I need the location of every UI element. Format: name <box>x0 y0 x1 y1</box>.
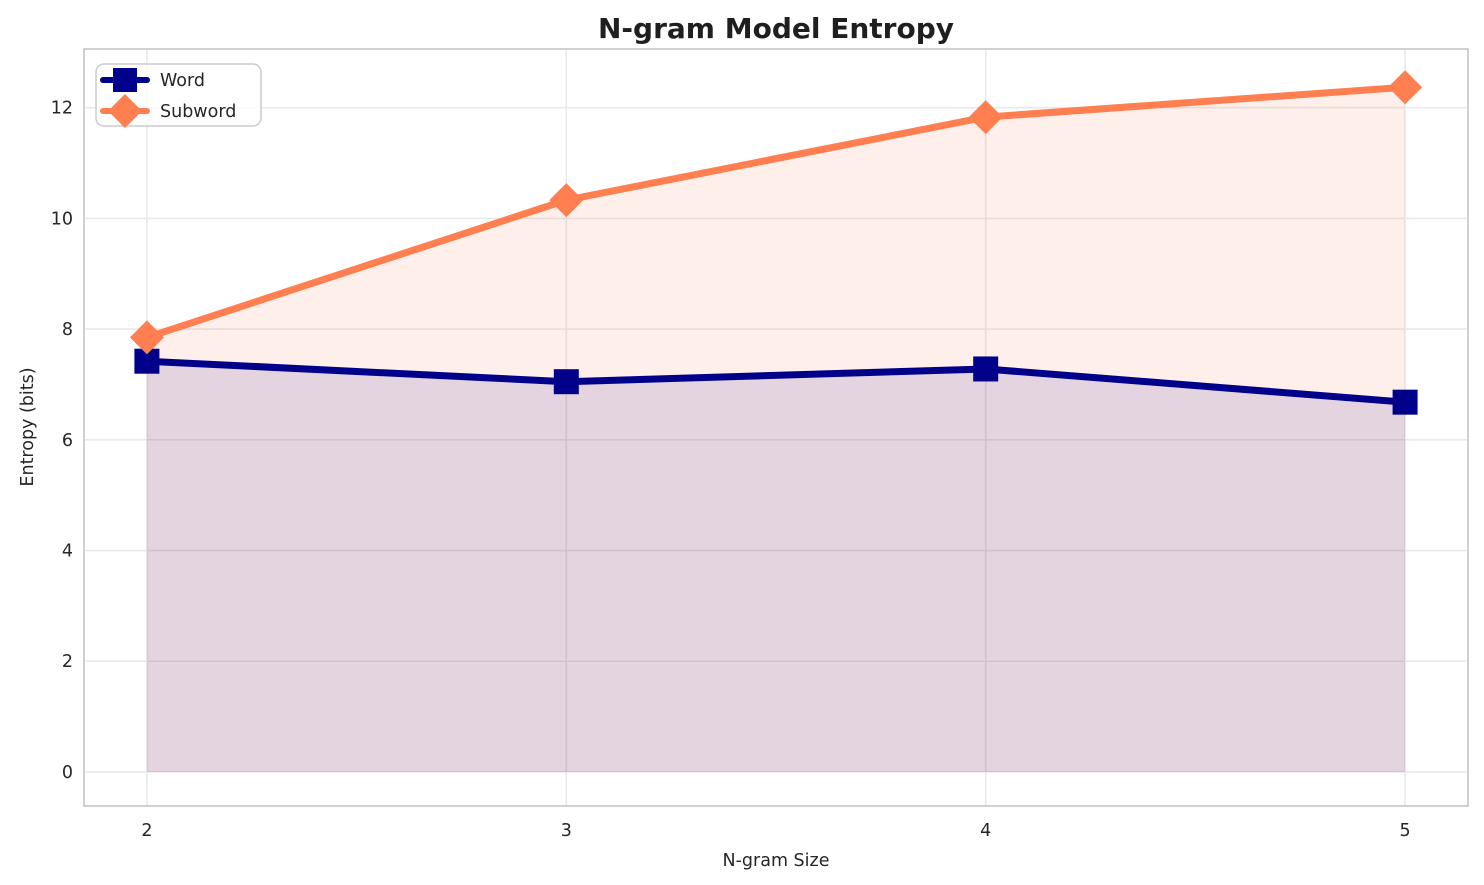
word-marker <box>973 356 999 382</box>
y-tick-label: 8 <box>62 320 73 340</box>
y-tick-label: 10 <box>51 209 73 229</box>
subword-area-fill <box>146 87 1406 772</box>
subword-marker <box>968 100 1003 135</box>
x-axis-label: N-gram Size <box>723 851 830 871</box>
y-axis-label: Entropy (bits) <box>18 367 38 486</box>
subword-marker <box>129 320 164 355</box>
y-tick-label: 6 <box>62 431 73 451</box>
word-legend-marker <box>113 68 137 92</box>
plot-border <box>83 48 1469 807</box>
x-tick-label: 3 <box>561 821 572 841</box>
legend: Word Subword <box>95 63 262 128</box>
subword-legend-marker <box>108 94 142 128</box>
axis-tick-labels: 0 2 4 6 8 10 12 2 3 4 5 <box>51 99 1411 841</box>
y-tick-label: 12 <box>51 99 73 119</box>
area-fills <box>146 87 1406 772</box>
gridlines <box>84 49 1468 806</box>
chart-title: N-gram Model Entropy <box>598 12 954 45</box>
subword-line <box>143 83 1409 341</box>
y-tick-label: 2 <box>62 652 73 672</box>
word-marker <box>553 369 579 395</box>
word-marker <box>1392 389 1418 415</box>
subword-marker <box>1388 70 1423 105</box>
word-line <box>143 357 1409 406</box>
legend-label-subword: Subword <box>160 102 236 122</box>
y-tick-label: 4 <box>62 542 73 562</box>
legend-label-word: Word <box>160 71 205 91</box>
subword-marker <box>549 183 584 218</box>
word-area-fill <box>146 361 1406 772</box>
x-tick-label: 2 <box>141 821 152 841</box>
legend-markers <box>100 68 150 128</box>
x-tick-label: 4 <box>980 821 991 841</box>
x-tick-label: 5 <box>1400 821 1411 841</box>
y-tick-label: 0 <box>62 763 73 783</box>
data-series <box>129 70 1423 415</box>
